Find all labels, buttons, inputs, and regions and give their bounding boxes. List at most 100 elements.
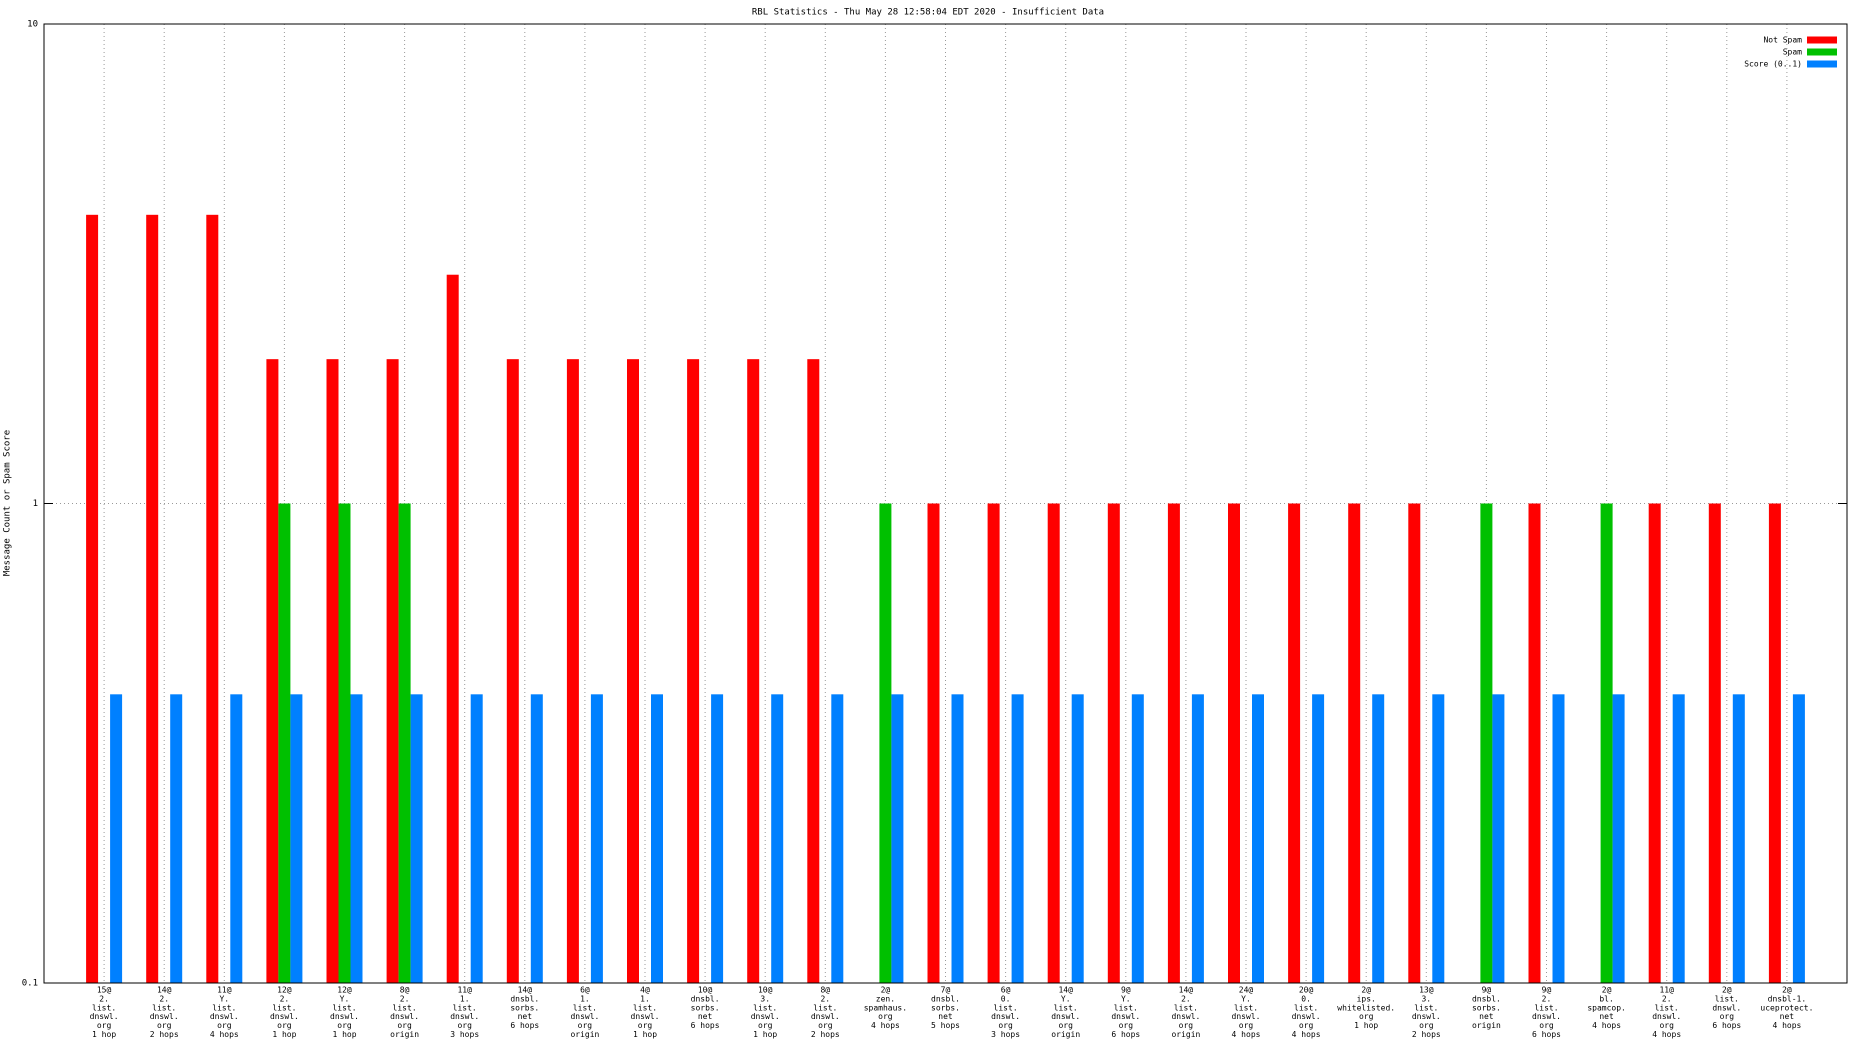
x-tick-label: 2.	[1181, 994, 1191, 1003]
legend-label: Not Spam	[1763, 36, 1802, 45]
x-tick-label: list.	[753, 1003, 777, 1012]
x-tick-label: dnswl.	[1412, 1012, 1441, 1021]
bar	[230, 694, 243, 983]
x-tick-label: 14@	[518, 986, 533, 995]
x-tick-label: dnswl.	[90, 1012, 119, 1021]
x-tick-label: 11@	[217, 986, 232, 995]
x-tick-label: org	[397, 1021, 412, 1030]
x-tick-label: 14@	[1179, 986, 1194, 995]
bar	[386, 359, 399, 983]
x-tick-label: org	[97, 1021, 112, 1030]
x-tick-label: dnswl.	[631, 1012, 660, 1021]
x-tick-label: zen.	[876, 994, 895, 1003]
plot-border	[43, 23, 1848, 984]
bar	[1107, 503, 1120, 983]
x-tick-label: 2@	[1361, 986, 1371, 995]
x-tick-label: list.	[152, 1003, 176, 1012]
x-tick-label: org	[457, 1021, 472, 1030]
x-tick-label: 2.	[1542, 994, 1552, 1003]
x-tick-label: spamhaus.	[864, 1003, 907, 1012]
x-tick-label: 1 hop	[272, 1030, 296, 1039]
x-tick-label: 1 hop	[1354, 1021, 1378, 1030]
x-tick-label: 15@	[97, 986, 112, 995]
bar	[290, 694, 303, 983]
x-tick-label: 1 hop	[332, 1030, 356, 1039]
x-tick-label: list.	[1174, 1003, 1198, 1012]
x-tick-label: org	[1659, 1021, 1674, 1030]
bar	[530, 694, 543, 983]
x-tick-label: dnswl.	[991, 1012, 1020, 1021]
x-tick-label: 2@	[1602, 986, 1612, 995]
bar	[1492, 694, 1505, 983]
x-tick-label: dnswl.	[450, 1012, 479, 1021]
x-tick-label: list.	[92, 1003, 116, 1012]
bar	[891, 694, 904, 983]
x-tick-label: 12@	[337, 986, 352, 995]
bar	[110, 694, 123, 983]
legend-label: Spam	[1783, 48, 1802, 57]
bar	[1191, 694, 1204, 983]
x-tick-label: origin	[1051, 1030, 1080, 1039]
x-tick-label: list.	[1715, 994, 1739, 1003]
bar	[951, 694, 964, 983]
x-tick-label: dnswl.	[270, 1012, 299, 1021]
x-tick-label: 6@	[1001, 986, 1011, 995]
bar	[687, 359, 700, 983]
bar	[146, 214, 159, 983]
bar	[1648, 503, 1661, 983]
x-tick-label: whitelisted.	[1337, 1003, 1395, 1012]
bar	[1792, 694, 1805, 983]
x-tick-label: 1.	[640, 994, 650, 1003]
bar	[1312, 694, 1325, 983]
x-tick-label: org	[337, 1021, 352, 1030]
x-tick-label: dnsbl.	[691, 994, 720, 1003]
bar	[747, 359, 760, 983]
x-tick-label: origin	[1472, 1021, 1501, 1030]
bar	[566, 359, 579, 983]
x-tick-label: Y.	[1061, 994, 1071, 1003]
bar	[771, 694, 784, 983]
x-tick-label: list.	[633, 1003, 657, 1012]
x-tick-label: 11@	[1659, 986, 1674, 995]
x-tick-label: list.	[813, 1003, 837, 1012]
x-tick-label: uceprotect.	[1760, 1003, 1813, 1012]
x-tick-label: 6@	[580, 986, 590, 995]
x-tick-label: org	[638, 1021, 653, 1030]
x-tick-label: 2@	[1782, 986, 1792, 995]
bar	[410, 694, 423, 983]
x-tick-label: 8@	[400, 986, 410, 995]
bar	[1600, 503, 1613, 983]
x-tick-label: dnsbl-1.	[1768, 994, 1807, 1003]
x-tick-label: 11@	[457, 986, 472, 995]
x-tick-label: 12@	[277, 986, 292, 995]
x-tick-label: org	[758, 1021, 773, 1030]
x-tick-label: dnswl.	[751, 1012, 780, 1021]
x-tick-label: dnswl.	[811, 1012, 840, 1021]
x-tick-label: 2.	[159, 994, 169, 1003]
x-tick-label: list.	[1114, 1003, 1138, 1012]
y-tick-label: 1	[33, 499, 38, 509]
x-tick-label: 4 hops	[871, 1021, 900, 1030]
x-tick-label: list.	[994, 1003, 1018, 1012]
x-tick-label: 2.	[820, 994, 830, 1003]
x-tick-label: org	[157, 1021, 172, 1030]
x-tick-label: 2.	[1662, 994, 1672, 1003]
bar	[350, 694, 363, 983]
x-tick-label: 3 hops	[991, 1030, 1020, 1039]
x-tick-label: 6 hops	[1111, 1030, 1140, 1039]
x-tick-label: 1 hop	[753, 1030, 777, 1039]
bar	[1131, 694, 1144, 983]
bar	[1011, 694, 1024, 983]
legend-swatch	[1807, 60, 1837, 68]
x-tick-label: org	[578, 1021, 593, 1030]
x-tick-label: dnswl.	[1652, 1012, 1681, 1021]
x-tick-label: sorbs.	[1472, 1003, 1501, 1012]
bar	[278, 503, 291, 983]
bar	[711, 694, 724, 983]
x-tick-label: dnswl.	[1532, 1012, 1561, 1021]
x-tick-label: org	[878, 1012, 893, 1021]
x-tick-label: 24@	[1239, 986, 1254, 995]
bar	[338, 503, 351, 983]
x-tick-label: dnswl.	[570, 1012, 599, 1021]
legend-swatch	[1807, 48, 1837, 56]
